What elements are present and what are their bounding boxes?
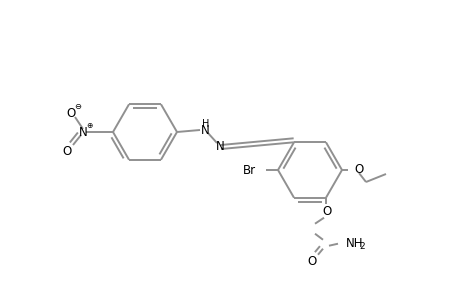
Text: 2: 2 (358, 242, 364, 251)
Text: ⊕: ⊕ (86, 121, 92, 130)
Text: O: O (62, 145, 72, 158)
Text: O: O (353, 163, 363, 176)
Text: H: H (202, 119, 209, 129)
Text: N: N (200, 124, 209, 136)
Text: N: N (215, 140, 224, 152)
Text: ⊖: ⊖ (74, 101, 81, 110)
Text: N: N (78, 125, 87, 139)
Text: O: O (322, 205, 331, 218)
Text: O: O (66, 106, 75, 119)
Text: NH: NH (345, 237, 363, 250)
Text: O: O (307, 255, 316, 268)
Text: Br: Br (242, 164, 256, 176)
